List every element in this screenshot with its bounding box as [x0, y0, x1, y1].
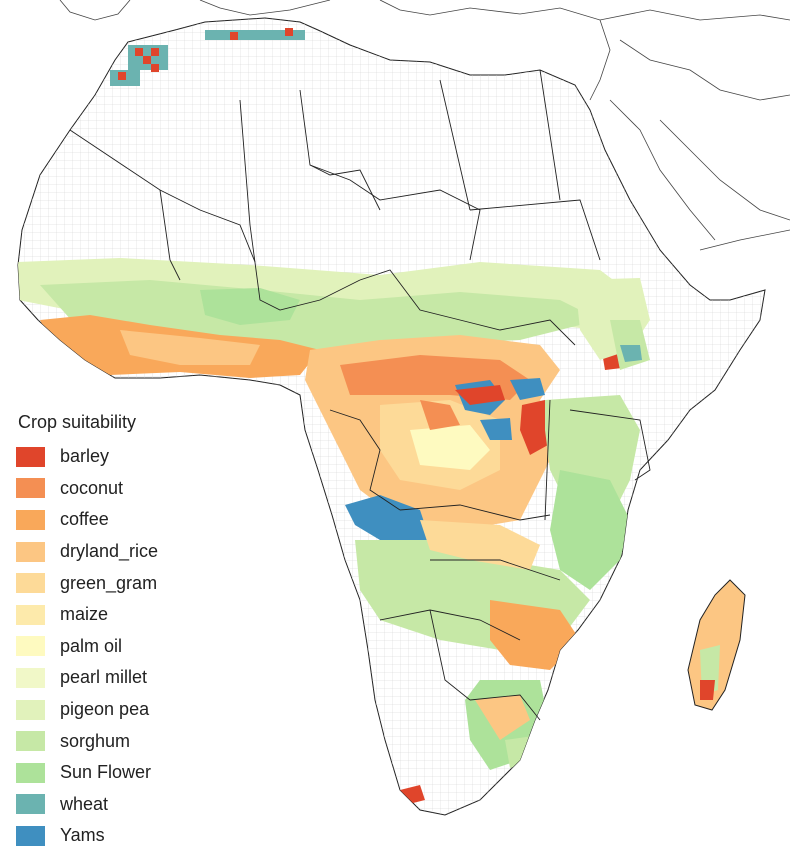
legend-item: pigeon pea: [16, 694, 226, 726]
legend-swatch: [16, 794, 45, 815]
legend-item: Sun Flower: [16, 757, 226, 789]
legend-item: maize: [16, 599, 226, 631]
legend-item: green_gram: [16, 567, 226, 599]
surrounding-land-outlines: [59, 0, 790, 251]
legend-label: coconut: [60, 477, 124, 498]
legend-item: palm oil: [16, 631, 226, 663]
legend-label: coffee: [60, 509, 109, 530]
legend-label: pigeon pea: [60, 699, 150, 720]
legend-label: sorghum: [60, 730, 131, 751]
legend-label: Sun Flower: [60, 762, 152, 783]
legend-item: coffee: [16, 504, 226, 536]
legend-swatch: [16, 541, 45, 562]
legend-item: wheat: [16, 789, 226, 821]
legend-swatch: [16, 825, 45, 846]
legend-swatch: [16, 446, 45, 467]
legend-swatch: [16, 667, 45, 688]
legend: Crop suitability barley coconut coffee dryl…: [16, 412, 226, 852]
legend-label: palm oil: [60, 635, 123, 656]
legend-swatch: [16, 573, 45, 594]
north-africa-patches: [110, 28, 305, 86]
country-borders: [69, 69, 651, 721]
legend-title: Crop suitability: [18, 412, 137, 432]
legend-swatch: [16, 762, 45, 783]
legend-item: coconut: [16, 473, 226, 505]
legend-label: green_gram: [60, 572, 158, 593]
legend-label: dryland_rice: [60, 541, 159, 562]
legend-label: maize: [60, 604, 109, 625]
legend-label: Yams: [60, 825, 105, 846]
legend-swatch: [16, 731, 45, 752]
legend-item: Yams: [16, 820, 226, 852]
legend-items: barley coconut coffee dryland_rice green_gra…: [16, 441, 226, 852]
legend-label: wheat: [60, 793, 109, 814]
legend-item: barley: [16, 441, 226, 473]
legend-label: pearl millet: [60, 667, 148, 688]
legend-swatch: [16, 509, 45, 530]
legend-item: dryland_rice: [16, 536, 226, 568]
legend-label: barley: [60, 446, 110, 467]
legend-swatch: [16, 636, 45, 657]
legend-swatch: [16, 604, 45, 625]
legend-swatch: [16, 478, 45, 499]
suitability-patches: [18, 258, 650, 805]
legend-item: pearl millet: [16, 662, 226, 694]
legend-item: sorghum: [16, 725, 226, 757]
madagascar: [687, 579, 746, 711]
legend-swatch: [16, 699, 45, 720]
